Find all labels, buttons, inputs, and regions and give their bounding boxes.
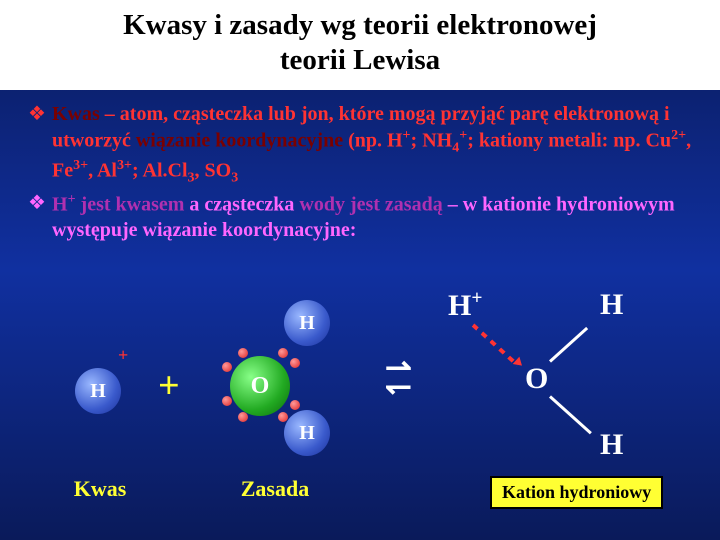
hydronium-h-top: H <box>600 288 623 322</box>
electron <box>238 348 248 358</box>
equilibrium-arrows: ⇀↽ <box>385 358 412 396</box>
bullet-2: H+ jest kwasem a cząsteczka wody jest za… <box>28 191 692 243</box>
title-box: Kwasy i zasady wg teorii elektronowej te… <box>0 0 720 90</box>
electron <box>290 400 300 410</box>
electron <box>278 412 288 422</box>
b1-r2: ; NH <box>411 129 453 151</box>
proton-charge: + <box>118 345 128 366</box>
b1-r6: ; Al.Cl <box>132 159 188 181</box>
zasada-label: Zasada <box>230 476 320 502</box>
b2-jest: jest kwasem <box>76 194 185 216</box>
bullet-1: Kwas – atom, cząsteczka lub jon, które m… <box>28 102 692 187</box>
b1-r7: , SO <box>195 159 232 181</box>
proton-h-atom: H <box>75 368 121 414</box>
kation-label: Kation hydroniowy <box>490 476 663 509</box>
coord-arrowhead <box>513 357 526 370</box>
b1-wiaz: wiązanie koordynacyjne <box>136 129 343 151</box>
coordinate-bond <box>472 324 519 367</box>
electron <box>222 362 232 372</box>
water-o-atom: O <box>230 356 290 416</box>
hydronium-h-bot: H <box>600 428 623 462</box>
water-h1-atom: H <box>284 300 330 346</box>
hplus-label: H+ <box>448 288 482 323</box>
title-line2: teorii Lewisa <box>280 44 440 76</box>
electron <box>290 358 300 368</box>
water-h2-atom: H <box>284 410 330 456</box>
electron <box>222 396 232 406</box>
b1-r5: , Al <box>88 159 117 181</box>
b1-kwas: Kwas <box>52 103 100 125</box>
electron <box>238 412 248 422</box>
b2-mid: a cząsteczka <box>184 194 299 216</box>
slide-title: Kwasy i zasady wg teorii elektronowej te… <box>20 8 700 78</box>
b2-wody: wody jest zasadą <box>299 194 442 216</box>
title-line1: Kwasy i zasady wg teorii elektronowej <box>123 9 597 41</box>
bond-o-h-bot <box>549 395 592 434</box>
kwas-label: Kwas <box>60 476 140 502</box>
reaction-diagram: H + + O H H ⇀↽ H+ H O H Kwas Zasada Kati… <box>0 300 720 530</box>
b1-r1: (np. H <box>343 129 402 151</box>
bullet-list: Kwas – atom, cząsteczka lub jon, które m… <box>0 90 720 243</box>
electron <box>278 348 288 358</box>
plus-sign: + <box>158 364 180 408</box>
bond-o-h-top <box>549 327 588 363</box>
b1-r3: ; kationy metali: np. Cu <box>467 129 671 151</box>
b2-h: H <box>52 194 68 216</box>
hydronium-o: O <box>525 362 548 396</box>
